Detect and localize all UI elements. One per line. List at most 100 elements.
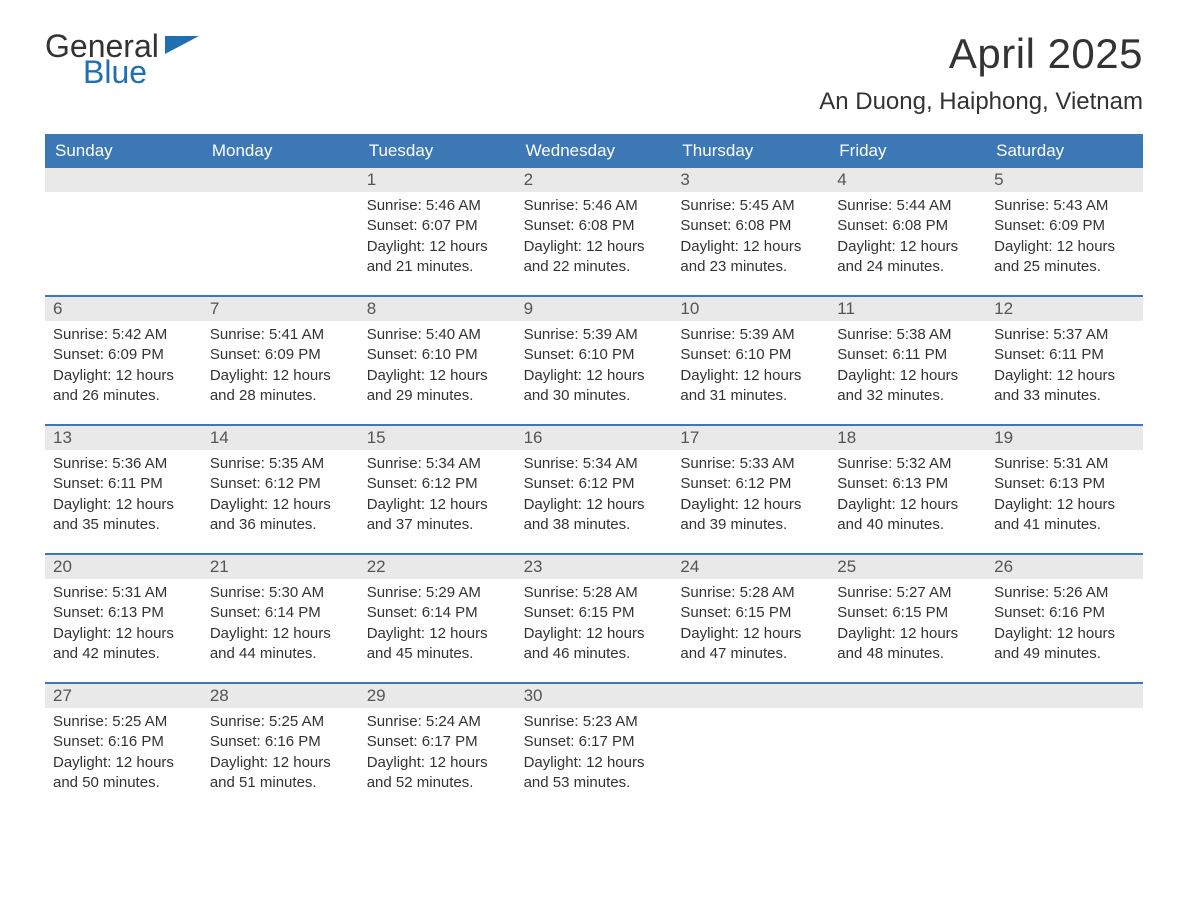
- header: General Blue April 2025 An Duong, Haipho…: [45, 30, 1143, 116]
- day-body: Sunrise: 5:44 AMSunset: 6:08 PMDaylight:…: [829, 192, 986, 277]
- daylight-text: Daylight: 12 hours and 42 minutes.: [53, 624, 194, 665]
- day-number: 19: [986, 426, 1143, 450]
- day-cell: 10Sunrise: 5:39 AMSunset: 6:10 PMDayligh…: [672, 297, 829, 424]
- sunrise-text: Sunrise: 5:37 AM: [994, 325, 1135, 345]
- day-body: Sunrise: 5:43 AMSunset: 6:09 PMDaylight:…: [986, 192, 1143, 277]
- day-body: Sunrise: 5:32 AMSunset: 6:13 PMDaylight:…: [829, 450, 986, 535]
- sunset-text: Sunset: 6:17 PM: [524, 732, 665, 752]
- day-number-empty: [202, 168, 359, 192]
- sunset-text: Sunset: 6:12 PM: [524, 474, 665, 494]
- day-body: Sunrise: 5:31 AMSunset: 6:13 PMDaylight:…: [986, 450, 1143, 535]
- day-cell: 13Sunrise: 5:36 AMSunset: 6:11 PMDayligh…: [45, 426, 202, 553]
- sunset-text: Sunset: 6:15 PM: [837, 603, 978, 623]
- day-cell: 26Sunrise: 5:26 AMSunset: 6:16 PMDayligh…: [986, 555, 1143, 682]
- daylight-text: Daylight: 12 hours and 30 minutes.: [524, 366, 665, 407]
- daylight-text: Daylight: 12 hours and 37 minutes.: [367, 495, 508, 536]
- calendar: Sunday Monday Tuesday Wednesday Thursday…: [45, 134, 1143, 811]
- sunset-text: Sunset: 6:09 PM: [53, 345, 194, 365]
- sunset-text: Sunset: 6:12 PM: [680, 474, 821, 494]
- daylight-text: Daylight: 12 hours and 26 minutes.: [53, 366, 194, 407]
- sunset-text: Sunset: 6:17 PM: [367, 732, 508, 752]
- day-number: 24: [672, 555, 829, 579]
- daylight-text: Daylight: 12 hours and 45 minutes.: [367, 624, 508, 665]
- daylight-text: Daylight: 12 hours and 50 minutes.: [53, 753, 194, 794]
- day-body: Sunrise: 5:39 AMSunset: 6:10 PMDaylight:…: [672, 321, 829, 406]
- day-number: 6: [45, 297, 202, 321]
- day-cell: 20Sunrise: 5:31 AMSunset: 6:13 PMDayligh…: [45, 555, 202, 682]
- daylight-text: Daylight: 12 hours and 28 minutes.: [210, 366, 351, 407]
- day-number: 20: [45, 555, 202, 579]
- day-number: 4: [829, 168, 986, 192]
- week-row: 27Sunrise: 5:25 AMSunset: 6:16 PMDayligh…: [45, 682, 1143, 811]
- sunset-text: Sunset: 6:08 PM: [837, 216, 978, 236]
- day-number-empty: [829, 684, 986, 708]
- title-block: April 2025 An Duong, Haiphong, Vietnam: [819, 30, 1143, 116]
- day-number-empty: [986, 684, 1143, 708]
- weekday-thursday: Thursday: [672, 134, 829, 168]
- daylight-text: Daylight: 12 hours and 23 minutes.: [680, 237, 821, 278]
- day-cell: 15Sunrise: 5:34 AMSunset: 6:12 PMDayligh…: [359, 426, 516, 553]
- day-body: Sunrise: 5:31 AMSunset: 6:13 PMDaylight:…: [45, 579, 202, 664]
- sunrise-text: Sunrise: 5:25 AM: [210, 712, 351, 732]
- day-cell: 19Sunrise: 5:31 AMSunset: 6:13 PMDayligh…: [986, 426, 1143, 553]
- day-cell: 21Sunrise: 5:30 AMSunset: 6:14 PMDayligh…: [202, 555, 359, 682]
- day-cell: 17Sunrise: 5:33 AMSunset: 6:12 PMDayligh…: [672, 426, 829, 553]
- sunrise-text: Sunrise: 5:34 AM: [524, 454, 665, 474]
- day-cell: 8Sunrise: 5:40 AMSunset: 6:10 PMDaylight…: [359, 297, 516, 424]
- day-cell: 4Sunrise: 5:44 AMSunset: 6:08 PMDaylight…: [829, 168, 986, 295]
- daylight-text: Daylight: 12 hours and 22 minutes.: [524, 237, 665, 278]
- weekday-friday: Friday: [829, 134, 986, 168]
- day-body: Sunrise: 5:42 AMSunset: 6:09 PMDaylight:…: [45, 321, 202, 406]
- sunset-text: Sunset: 6:16 PM: [210, 732, 351, 752]
- sunset-text: Sunset: 6:10 PM: [680, 345, 821, 365]
- sunset-text: Sunset: 6:14 PM: [210, 603, 351, 623]
- daylight-text: Daylight: 12 hours and 29 minutes.: [367, 366, 508, 407]
- sunset-text: Sunset: 6:15 PM: [524, 603, 665, 623]
- day-cell: 1Sunrise: 5:46 AMSunset: 6:07 PMDaylight…: [359, 168, 516, 295]
- weekday-tuesday: Tuesday: [359, 134, 516, 168]
- daylight-text: Daylight: 12 hours and 38 minutes.: [524, 495, 665, 536]
- weekday-header: Sunday Monday Tuesday Wednesday Thursday…: [45, 134, 1143, 168]
- day-number: 27: [45, 684, 202, 708]
- week-row: 1Sunrise: 5:46 AMSunset: 6:07 PMDaylight…: [45, 168, 1143, 295]
- sunrise-text: Sunrise: 5:40 AM: [367, 325, 508, 345]
- sunrise-text: Sunrise: 5:29 AM: [367, 583, 508, 603]
- daylight-text: Daylight: 12 hours and 36 minutes.: [210, 495, 351, 536]
- day-number-empty: [45, 168, 202, 192]
- day-number: 21: [202, 555, 359, 579]
- daylight-text: Daylight: 12 hours and 24 minutes.: [837, 237, 978, 278]
- week-row: 13Sunrise: 5:36 AMSunset: 6:11 PMDayligh…: [45, 424, 1143, 553]
- day-body: Sunrise: 5:45 AMSunset: 6:08 PMDaylight:…: [672, 192, 829, 277]
- day-number: 10: [672, 297, 829, 321]
- sunrise-text: Sunrise: 5:39 AM: [680, 325, 821, 345]
- sunset-text: Sunset: 6:12 PM: [367, 474, 508, 494]
- day-number: 30: [516, 684, 673, 708]
- sunrise-text: Sunrise: 5:45 AM: [680, 196, 821, 216]
- day-number: 22: [359, 555, 516, 579]
- day-cell: 14Sunrise: 5:35 AMSunset: 6:12 PMDayligh…: [202, 426, 359, 553]
- day-number: 23: [516, 555, 673, 579]
- sunrise-text: Sunrise: 5:25 AM: [53, 712, 194, 732]
- sunrise-text: Sunrise: 5:36 AM: [53, 454, 194, 474]
- day-number: 15: [359, 426, 516, 450]
- sunset-text: Sunset: 6:13 PM: [994, 474, 1135, 494]
- sunset-text: Sunset: 6:11 PM: [837, 345, 978, 365]
- day-cell: 12Sunrise: 5:37 AMSunset: 6:11 PMDayligh…: [986, 297, 1143, 424]
- sunrise-text: Sunrise: 5:27 AM: [837, 583, 978, 603]
- sunrise-text: Sunrise: 5:35 AM: [210, 454, 351, 474]
- day-cell: 7Sunrise: 5:41 AMSunset: 6:09 PMDaylight…: [202, 297, 359, 424]
- day-number: 16: [516, 426, 673, 450]
- daylight-text: Daylight: 12 hours and 35 minutes.: [53, 495, 194, 536]
- sunset-text: Sunset: 6:15 PM: [680, 603, 821, 623]
- daylight-text: Daylight: 12 hours and 47 minutes.: [680, 624, 821, 665]
- day-number: 5: [986, 168, 1143, 192]
- day-number: 26: [986, 555, 1143, 579]
- daylight-text: Daylight: 12 hours and 52 minutes.: [367, 753, 508, 794]
- day-cell: [672, 684, 829, 811]
- sunrise-text: Sunrise: 5:31 AM: [53, 583, 194, 603]
- day-cell: 25Sunrise: 5:27 AMSunset: 6:15 PMDayligh…: [829, 555, 986, 682]
- day-body: Sunrise: 5:41 AMSunset: 6:09 PMDaylight:…: [202, 321, 359, 406]
- day-number: 28: [202, 684, 359, 708]
- sunset-text: Sunset: 6:09 PM: [210, 345, 351, 365]
- day-number: 8: [359, 297, 516, 321]
